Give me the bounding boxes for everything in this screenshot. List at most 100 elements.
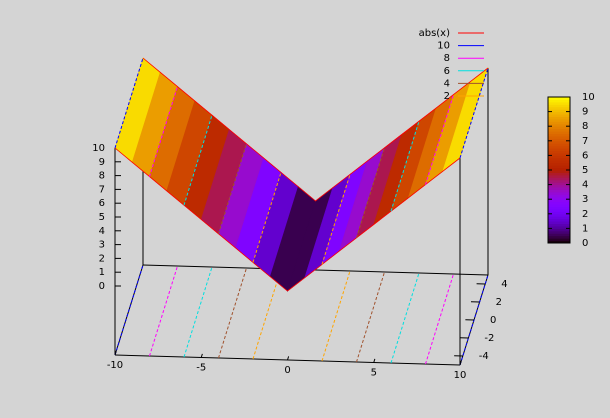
legend-label: 8 (444, 53, 450, 64)
colorbar-cell (548, 167, 570, 171)
colorbar-cell (548, 223, 570, 227)
surface-contour (149, 86, 178, 177)
colorbar-cell (548, 138, 570, 142)
colorbar-cell (548, 240, 570, 244)
surface-contour (183, 115, 213, 206)
colorbar-cell (548, 152, 570, 156)
colorbar-tick-label: 5 (582, 165, 588, 176)
colorbar-cell (548, 135, 570, 139)
legend-label: 6 (444, 66, 450, 77)
colorbar-cell (548, 101, 570, 105)
colorbar-tick-label: 2 (582, 209, 588, 220)
y-tick-label: -4 (479, 351, 489, 362)
colorbar-cell (548, 121, 570, 125)
x-tick-label: 0 (284, 365, 290, 376)
base-contour (114, 264, 144, 356)
legend-label: 4 (444, 78, 450, 89)
base-contour (218, 267, 247, 359)
colorbar-cell (548, 162, 570, 166)
colorbar-cell (548, 206, 570, 210)
y-tick-label: 2 (496, 297, 502, 308)
z-tick-label: 2 (99, 253, 105, 264)
z-tick-label: 3 (99, 240, 105, 251)
surface-contour (252, 172, 282, 263)
z-tick-label: 1 (99, 267, 105, 278)
colorbar-tick-label: 1 (582, 223, 588, 234)
colorbar-tick-label: 6 (582, 150, 588, 161)
x-tick (373, 358, 376, 363)
z-tick-label: 4 (99, 226, 105, 237)
colorbar-cell (548, 216, 570, 220)
x-tick (459, 361, 462, 366)
base-contour (390, 272, 420, 364)
colorbar-cell (548, 116, 570, 120)
colorbar-tick-label: 3 (582, 194, 588, 205)
surface-contour (218, 143, 247, 234)
colorbar-cell (548, 182, 570, 186)
colorbar-cell (548, 133, 570, 137)
colorbar-cell (548, 177, 570, 181)
colorbar-cell (548, 114, 570, 117)
x-tick (287, 356, 290, 361)
colorbar-cell (548, 211, 570, 215)
colorbar-cell (548, 179, 570, 183)
surface-contour (425, 94, 454, 185)
colorbar-cell (548, 187, 570, 190)
z-tick-label: 8 (99, 171, 105, 182)
colorbar-cell (548, 221, 570, 225)
surface-contour (114, 57, 144, 149)
colorbar-cell (548, 118, 570, 122)
legend-label: 2 (444, 91, 450, 102)
x-tick (114, 351, 117, 356)
colorbar-tick-label: 8 (582, 121, 588, 132)
colorbar-cell (548, 213, 570, 217)
colorbar-cell (548, 143, 570, 147)
base-contour (149, 265, 178, 357)
x-tick-label: 5 (371, 368, 377, 379)
colorbar-cell (548, 145, 570, 149)
colorbar-cell (548, 199, 570, 203)
colorbar-cell (548, 189, 570, 193)
colorbar-cell (548, 218, 570, 222)
z-tick-label: 7 (99, 184, 105, 195)
colorbar-cell (548, 99, 570, 103)
legend-label: 10 (437, 41, 450, 52)
surface-back-edge (142, 57, 489, 202)
z-tick-label: 9 (99, 157, 105, 168)
colorbar-cell (548, 131, 570, 134)
colorbar-cell (548, 228, 570, 232)
x-tick (200, 353, 203, 358)
colorbar-cell (548, 174, 570, 178)
colorbar-cell (548, 230, 570, 234)
z-tick-label: 0 (99, 281, 105, 292)
colorbar-tick-label: 7 (582, 136, 588, 147)
surface-front-edge (114, 147, 461, 292)
surface-contour (459, 67, 489, 159)
colorbar-cell (548, 201, 570, 205)
colorbar-cell (548, 225, 570, 229)
surface-contour (356, 147, 385, 238)
colorbar-cell (548, 148, 570, 152)
y-tick-label: -2 (484, 333, 494, 344)
colorbar-cell (548, 196, 570, 200)
colorbar-cell (548, 109, 570, 113)
colorbar-cell (548, 106, 570, 110)
colorbar-cell (548, 204, 570, 207)
x-tick-label: -5 (196, 363, 206, 374)
colorbar-cell (548, 128, 570, 132)
base-contour (356, 271, 385, 363)
colorbar-cell (548, 184, 570, 188)
colorbar-tick-label: 4 (582, 180, 588, 191)
colorbar-cell (548, 170, 570, 173)
colorbar-cell (548, 150, 570, 154)
x-tick-label: 10 (454, 370, 467, 381)
colorbar-cell (548, 126, 570, 130)
colorbar-cell (548, 97, 570, 100)
surface-contour (321, 174, 351, 265)
z-tick-label: 6 (99, 198, 105, 209)
colorbar-cell (548, 235, 570, 239)
y-tick-label: 0 (490, 315, 496, 326)
colorbar-cell (548, 111, 570, 115)
colorbar-cell (548, 194, 570, 198)
